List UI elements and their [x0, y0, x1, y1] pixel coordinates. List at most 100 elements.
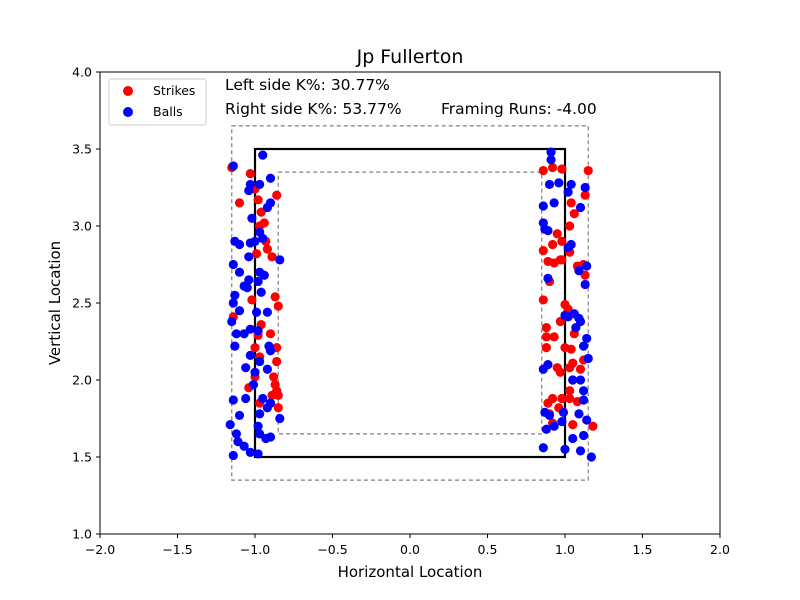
x-tick-label: 1.0 — [555, 542, 575, 557]
ball-point — [275, 255, 285, 265]
ball-point — [258, 393, 268, 404]
ball-point — [557, 416, 567, 427]
strike-point — [557, 236, 567, 246]
ball-point — [234, 267, 245, 277]
ball-point — [253, 449, 263, 459]
ball-point — [574, 266, 584, 276]
ball-point — [265, 398, 276, 408]
ball-point — [248, 380, 259, 390]
strike-point — [565, 386, 575, 396]
x-tick-label: −1.0 — [240, 542, 270, 557]
plot-area — [99, 71, 721, 535]
ball-point — [275, 413, 285, 424]
ball-point — [227, 316, 237, 327]
ball-point — [544, 410, 555, 421]
ball-point — [251, 307, 262, 317]
strike-point — [253, 195, 263, 205]
strike-point — [273, 390, 283, 400]
ball-point — [245, 350, 255, 360]
strike-point — [270, 292, 280, 302]
strike-point — [548, 162, 558, 173]
strike-point — [541, 343, 552, 353]
ball-point — [262, 364, 272, 374]
strike-point — [269, 372, 279, 382]
ball-point — [568, 433, 578, 444]
ball-point — [234, 239, 245, 250]
y-tick-label: 1.0 — [72, 527, 92, 542]
balls-points — [225, 147, 596, 462]
ball-point — [574, 409, 584, 419]
x-tick-label: −0.5 — [317, 542, 347, 557]
strike-point — [549, 332, 559, 342]
ball-point — [558, 407, 569, 417]
strike-point — [272, 356, 282, 367]
strikes-points — [227, 162, 598, 431]
ball-point — [230, 341, 240, 351]
ball-point — [543, 273, 553, 283]
legend: Strikes Balls — [108, 78, 207, 126]
ball-point — [242, 283, 252, 293]
strike-point — [566, 344, 576, 354]
ball-point — [228, 259, 238, 270]
ball-point — [566, 179, 576, 190]
strike-point — [267, 252, 277, 262]
x-tick-label: 0.5 — [478, 542, 498, 557]
y-axis-ticks: 1.0 1.5 2.0 2.5 3.0 3.5 4.0 — [72, 65, 100, 542]
legend-box — [108, 78, 207, 126]
x-tick-label: 0.0 — [400, 542, 420, 557]
ball-point — [563, 187, 573, 197]
ball-point — [228, 450, 238, 461]
strike-point — [549, 258, 559, 268]
ball-point — [258, 233, 268, 243]
ball-point — [247, 213, 257, 223]
ball-point — [228, 298, 238, 308]
ball-point — [544, 179, 555, 190]
ball-point — [586, 452, 596, 462]
ball-point — [568, 375, 578, 385]
ball-point — [579, 341, 589, 351]
ball-point — [554, 178, 564, 188]
y-tick-label: 4.0 — [72, 65, 92, 80]
strike-point — [543, 398, 553, 408]
ball-point — [255, 356, 265, 367]
ball-point — [579, 395, 589, 405]
strike-point — [262, 244, 272, 254]
ball-point — [244, 252, 254, 262]
ball-point — [245, 238, 255, 248]
framing-runs-annotation: Framing Runs: -4.00 — [441, 100, 597, 118]
ball-point — [234, 306, 245, 316]
strike-point — [541, 332, 552, 342]
ball-point — [234, 410, 245, 421]
ball-point — [245, 447, 255, 457]
strike-point — [566, 198, 576, 208]
ball-point — [543, 226, 553, 236]
strike-point — [538, 295, 548, 305]
strike-point — [234, 198, 245, 208]
strike-point — [557, 393, 567, 404]
strike-point — [541, 323, 552, 333]
x-tick-label: 1.5 — [633, 542, 653, 557]
strike-point — [569, 209, 579, 219]
strike-point — [575, 364, 586, 374]
ball-point — [239, 329, 249, 339]
strike-point — [273, 301, 283, 311]
ball-point — [231, 429, 241, 439]
y-tick-label: 1.5 — [72, 450, 92, 465]
strike-point — [580, 190, 590, 200]
strike-point — [565, 393, 575, 404]
ball-point — [253, 326, 263, 336]
strike-point — [555, 367, 565, 377]
right-k-annotation: Right side K%: 53.77% — [225, 100, 402, 118]
ball-point — [244, 185, 254, 196]
chart-title: Jp Fullerton — [356, 46, 464, 68]
strike-point — [272, 190, 282, 200]
ball-point — [253, 421, 263, 431]
strike-point — [557, 255, 567, 265]
ball-point — [549, 421, 559, 431]
ball-point — [259, 270, 269, 280]
ball-point — [538, 201, 548, 211]
ball-point — [538, 443, 548, 453]
ball-point — [241, 393, 251, 404]
x-axis-ticks: −2.0 −1.5 −1.0 −0.5 0.0 0.5 1.0 1.5 2.0 — [85, 534, 730, 557]
strike-point — [247, 295, 257, 305]
